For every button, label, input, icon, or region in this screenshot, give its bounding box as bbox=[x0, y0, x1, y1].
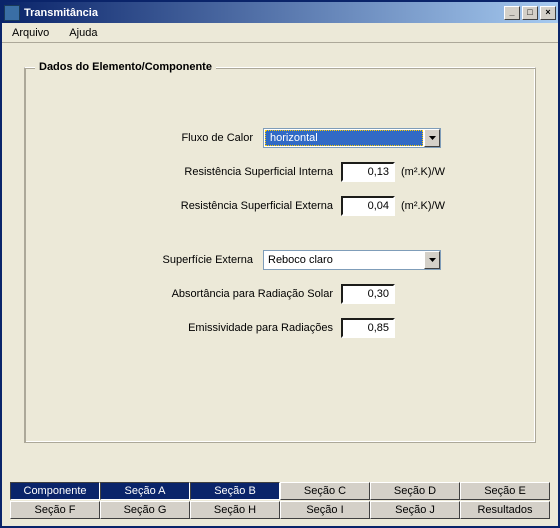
row-emissividade: Emissividade para Radiações bbox=[45, 318, 515, 338]
group-legend: Dados do Elemento/Componente bbox=[35, 61, 216, 73]
tab-secao-i[interactable]: Seção I bbox=[280, 501, 370, 519]
window-controls: _ □ × bbox=[502, 6, 556, 20]
label-rse: Resistência Superficial Externa bbox=[45, 200, 341, 212]
close-button[interactable]: × bbox=[540, 6, 556, 20]
titlebar[interactable]: Transmitância _ □ × bbox=[2, 2, 558, 23]
tab-componente[interactable]: Componente bbox=[10, 482, 100, 500]
label-emissividade: Emissividade para Radiações bbox=[45, 322, 341, 334]
tab-secao-d[interactable]: Seção D bbox=[370, 482, 460, 500]
input-rsi[interactable] bbox=[341, 162, 395, 182]
select-fluxo-value: horizontal bbox=[265, 130, 423, 146]
tab-secao-a[interactable]: Seção A bbox=[100, 482, 190, 500]
select-superficie-value: Reboco claro bbox=[264, 251, 424, 269]
input-absortancia[interactable] bbox=[341, 284, 395, 304]
tab-secao-e[interactable]: Seção E bbox=[460, 482, 550, 500]
select-fluxo[interactable]: horizontal bbox=[263, 128, 441, 148]
row-rsi: Resistência Superficial Interna (m².K)/W bbox=[45, 162, 515, 182]
window-title: Transmitância bbox=[24, 7, 502, 19]
label-absortancia: Absortância para Radiação Solar bbox=[45, 288, 341, 300]
tab-secao-g[interactable]: Seção G bbox=[100, 501, 190, 519]
tab-strip: Componente Seção A Seção B Seção C Seção… bbox=[2, 478, 558, 526]
menu-arquivo[interactable]: Arquivo bbox=[6, 25, 55, 41]
row-rse: Resistência Superficial Externa (m².K)/W bbox=[45, 196, 515, 216]
tab-secao-h[interactable]: Seção H bbox=[190, 501, 280, 519]
menubar: Arquivo Ajuda bbox=[2, 23, 558, 43]
chevron-down-icon bbox=[424, 251, 440, 269]
row-superficie: Superfície Externa Reboco claro bbox=[45, 250, 515, 270]
tab-row-1: Componente Seção A Seção B Seção C Seção… bbox=[10, 482, 550, 500]
input-emissividade[interactable] bbox=[341, 318, 395, 338]
chevron-down-icon bbox=[424, 129, 440, 147]
label-fluxo: Fluxo de Calor bbox=[45, 132, 263, 144]
select-superficie[interactable]: Reboco claro bbox=[263, 250, 441, 270]
label-rsi: Resistência Superficial Interna bbox=[45, 166, 341, 178]
unit-rsi: (m².K)/W bbox=[401, 166, 445, 178]
tab-resultados[interactable]: Resultados bbox=[460, 501, 550, 519]
tab-row-2: Seção F Seção G Seção H Seção I Seção J … bbox=[10, 501, 550, 519]
app-window: Transmitância _ □ × Arquivo Ajuda Dados … bbox=[0, 0, 560, 528]
tab-secao-f[interactable]: Seção F bbox=[10, 501, 100, 519]
menu-ajuda[interactable]: Ajuda bbox=[63, 25, 103, 41]
groupbox-dados: Dados do Elemento/Componente Fluxo de Ca… bbox=[24, 67, 536, 443]
input-rse[interactable] bbox=[341, 196, 395, 216]
tab-secao-c[interactable]: Seção C bbox=[280, 482, 370, 500]
minimize-button[interactable]: _ bbox=[504, 6, 520, 20]
content-area: Dados do Elemento/Componente Fluxo de Ca… bbox=[2, 43, 558, 478]
app-icon bbox=[4, 5, 20, 21]
tab-secao-b[interactable]: Seção B bbox=[190, 482, 280, 500]
row-absortancia: Absortância para Radiação Solar bbox=[45, 284, 515, 304]
row-fluxo: Fluxo de Calor horizontal bbox=[45, 128, 515, 148]
unit-rse: (m².K)/W bbox=[401, 200, 445, 212]
label-superficie: Superfície Externa bbox=[45, 254, 263, 266]
maximize-button[interactable]: □ bbox=[522, 6, 538, 20]
tab-secao-j[interactable]: Seção J bbox=[370, 501, 460, 519]
